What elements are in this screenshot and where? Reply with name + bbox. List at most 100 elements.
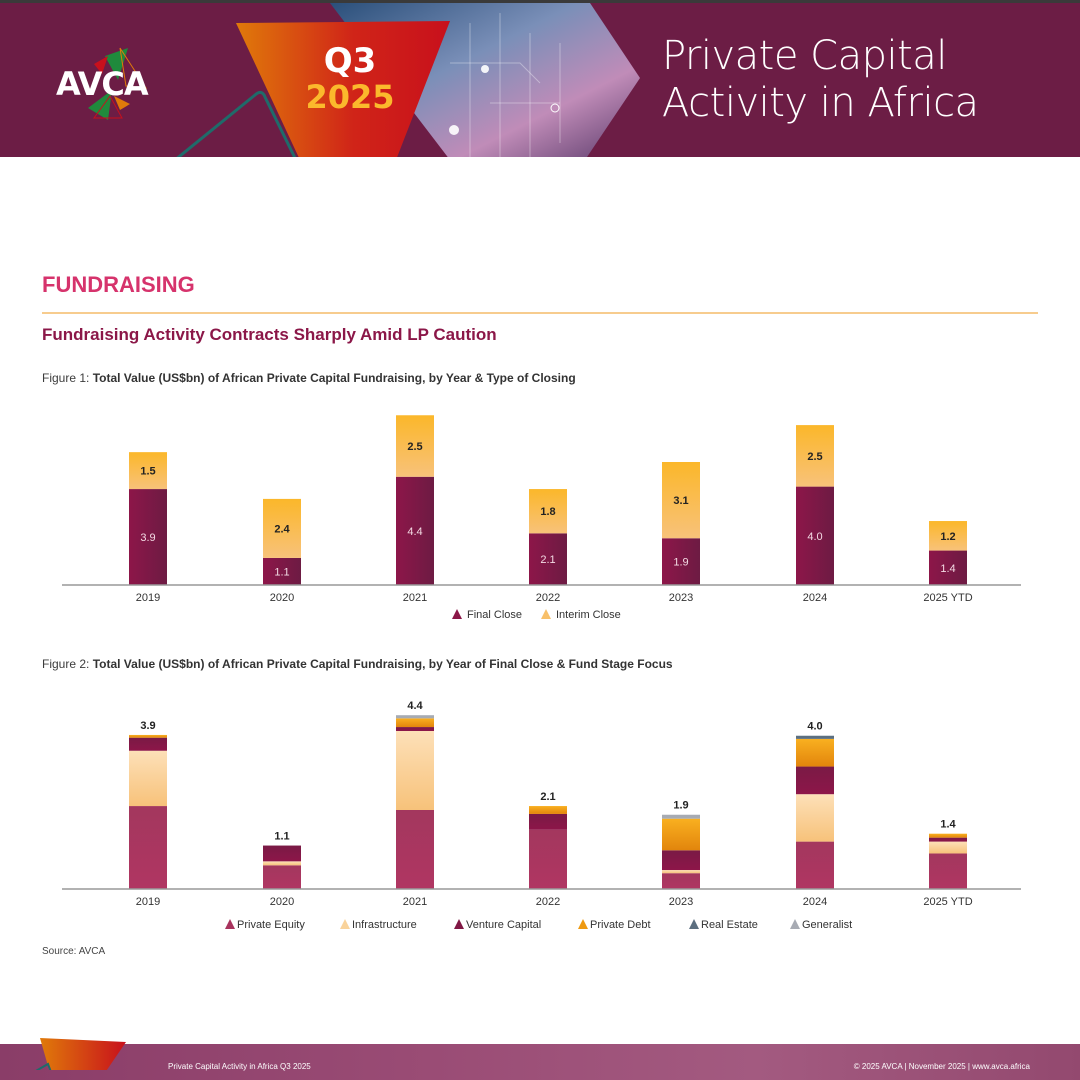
section-divider — [42, 312, 1038, 314]
avca-logo-mark — [88, 47, 147, 120]
x-tick-label: 2022 — [536, 896, 560, 908]
bar-private-equity-2019 — [129, 806, 167, 889]
bar-venture-capital-2022 — [529, 813, 567, 830]
quarter-badge: Q3 2025 — [290, 43, 410, 115]
bar-venture-capital-2023 — [662, 850, 700, 871]
bar-venture-capital-2025-ytd — [929, 837, 967, 842]
x-tick-label: 2021 — [403, 896, 427, 908]
data-label: 2.4 — [274, 523, 290, 535]
bar-venture-capital-2019 — [129, 737, 167, 751]
x-tick-label: 2025 YTD — [923, 896, 972, 908]
data-label: 1.9 — [673, 557, 688, 569]
bar-final-close-2019 — [129, 489, 167, 585]
report-header: AVCA Q3 2025 Private Capital Activity in… — [0, 0, 1080, 157]
bar-private-equity-2025-ytd — [929, 853, 967, 889]
quarter-banner — [236, 21, 450, 157]
bar-final-close-2021 — [396, 476, 434, 585]
data-label: 1.1 — [274, 566, 289, 578]
bar-final-close-2024 — [796, 486, 834, 585]
data-label: 2.1 — [540, 554, 555, 566]
avca-logo-text: AVCA — [56, 65, 149, 103]
x-tick-label: 2024 — [803, 896, 827, 908]
bar-private-debt-2024 — [796, 738, 834, 767]
x-tick-label: 2023 — [669, 592, 693, 604]
data-label: 1.5 — [140, 466, 155, 478]
data-label: 2.5 — [807, 451, 822, 463]
figure2-prefix: Figure 2: — [42, 657, 93, 671]
data-label: 3.9 — [140, 532, 155, 544]
total-label: 1.4 — [940, 819, 956, 831]
legend-triangle-icon — [225, 919, 235, 929]
report-title-line1: Private Capital — [662, 33, 947, 79]
data-label: 1.4 — [940, 563, 955, 575]
figure1-prefix: Figure 1: — [42, 371, 93, 385]
legend-triangle-icon — [454, 919, 464, 929]
legend-triangle-icon — [790, 919, 800, 929]
x-tick-label: 2019 — [136, 592, 160, 604]
quarter-label: Q3 — [323, 41, 377, 81]
report-title: Private Capital Activity in Africa — [662, 33, 979, 127]
bar-infrastructure-2023 — [662, 870, 700, 874]
figure1-title: Total Value (US$bn) of African Private C… — [92, 371, 576, 385]
bar-final-close-2023 — [662, 538, 700, 585]
bar-private-equity-2021 — [396, 810, 434, 889]
bar-infrastructure-2021 — [396, 731, 434, 810]
page-footer — [0, 1038, 1080, 1080]
bar-private-debt-2023 — [662, 818, 700, 851]
figure1-caption: Figure 1: Total Value (US$bn) of African… — [42, 371, 576, 385]
footer-copyright: © 2025 AVCA | November 2025 | www.avca.a… — [853, 1062, 1030, 1071]
bar-private-equity-2022 — [529, 829, 567, 889]
bar-infrastructure-2025-ytd — [929, 841, 967, 854]
total-label: 3.9 — [140, 720, 155, 732]
x-tick-label: 2020 — [270, 896, 294, 908]
report-title-line2: Activity in Africa — [662, 80, 979, 126]
x-tick-label: 2023 — [669, 896, 693, 908]
bar-interim-close-2024 — [796, 425, 834, 487]
bar-private-equity-2023 — [662, 873, 700, 889]
bar-infrastructure-2019 — [129, 750, 167, 807]
figure2-title: Total Value (US$bn) of African Private C… — [92, 657, 673, 671]
legend-label: Real Estate — [701, 919, 758, 931]
legend-label: Private Debt — [590, 919, 651, 931]
bar-private-debt-2021 — [396, 718, 434, 728]
legend-label: Generalist — [802, 919, 852, 931]
bar-private-equity-2020 — [263, 865, 301, 889]
data-label: 4.4 — [407, 526, 422, 538]
bar-interim-close-2025-ytd — [929, 521, 967, 551]
bar-venture-capital-2020 — [263, 845, 301, 862]
data-label: 3.1 — [673, 495, 688, 507]
total-label: 4.4 — [407, 700, 423, 712]
legend-triangle-icon — [578, 919, 588, 929]
figure2-chart: 3.9 2019 1.1 2020 4.4 2021 2.1 2022 1.9 2023 4.0 20… — [62, 700, 1021, 931]
legend-triangle-icon — [541, 609, 551, 619]
bar-venture-capital-2021 — [396, 727, 434, 731]
bar-generalist-2021 — [396, 715, 434, 719]
x-tick-label: 2024 — [803, 592, 827, 604]
data-label: 1.8 — [540, 506, 555, 518]
legend-label: Venture Capital — [466, 919, 541, 931]
bar-private-debt-2019 — [129, 734, 167, 738]
bar-infrastructure-2020 — [263, 861, 301, 866]
legend-label: Interim Close — [556, 609, 621, 621]
header-artwork — [176, 3, 640, 157]
total-label: 1.1 — [274, 831, 289, 843]
bar-private-equity-2024 — [796, 841, 834, 889]
x-tick-label: 2021 — [403, 592, 427, 604]
legend-triangle-icon — [452, 609, 462, 619]
footer-report-name: Private Capital Activity in Africa Q3 20… — [168, 1062, 311, 1071]
x-tick-label: 2022 — [536, 592, 560, 604]
bar-interim-close-2023 — [662, 462, 700, 539]
legend-label: Infrastructure — [352, 919, 417, 931]
total-label: 2.1 — [540, 791, 555, 803]
bar-real-estate-2024 — [796, 735, 834, 739]
x-tick-label: 2020 — [270, 592, 294, 604]
source-note: Source: AVCA — [42, 946, 106, 957]
bar-interim-close-2019 — [129, 452, 167, 490]
data-label: 2.5 — [407, 441, 422, 453]
data-label: 1.2 — [940, 531, 955, 543]
bar-private-debt-2022 — [529, 806, 567, 814]
legend-label: Final Close — [467, 609, 522, 621]
figure1-chart: 3.9 1.5 2019 1.1 2.4 2020 4.4 2.5 2021 2.1 1.8 2022… — [62, 415, 1021, 621]
x-tick-label: 2025 YTD — [923, 592, 972, 604]
legend-label: Private Equity — [237, 919, 305, 931]
